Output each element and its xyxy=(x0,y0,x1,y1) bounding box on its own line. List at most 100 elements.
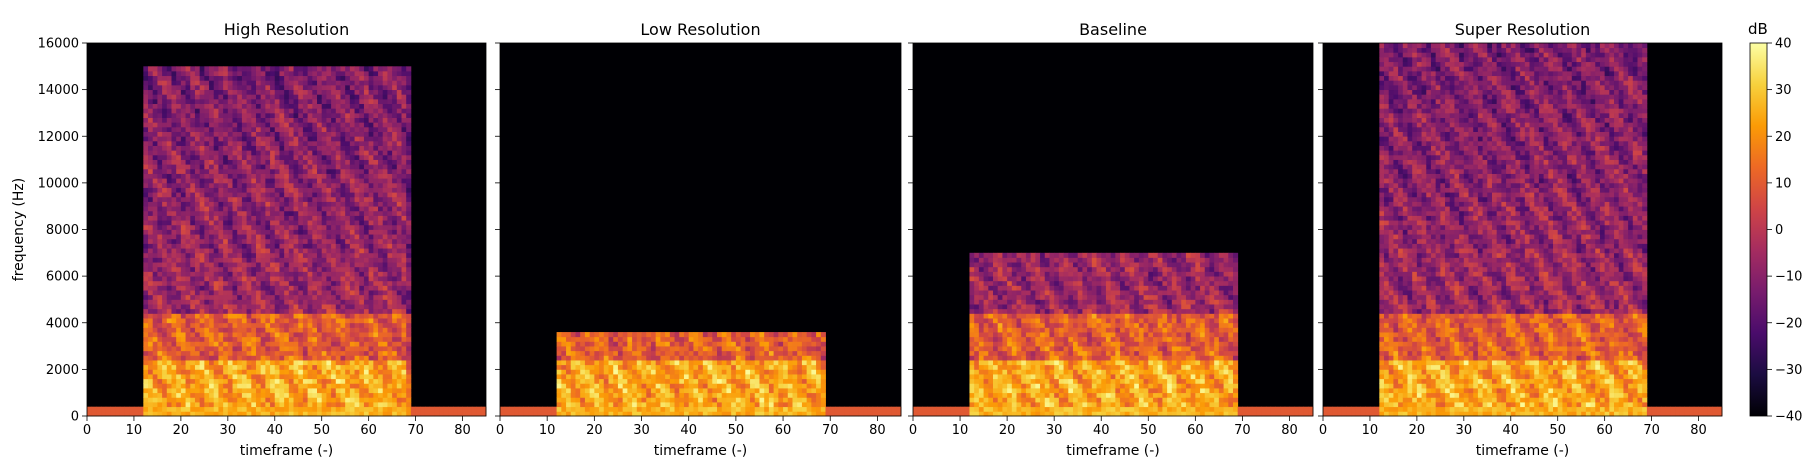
spectrogram-cell xyxy=(171,294,177,300)
spectrogram-cell xyxy=(279,248,285,254)
spectrogram-cell xyxy=(204,238,210,244)
spectrogram-cell xyxy=(255,374,262,380)
spectrogram-cell xyxy=(359,131,365,137)
spectrogram-cell xyxy=(378,378,384,384)
spectrogram-cell xyxy=(288,206,294,212)
spectrogram-cell xyxy=(326,397,332,403)
spectrogram-cell xyxy=(171,336,177,342)
spectrogram-cell xyxy=(223,402,229,408)
spectrogram-cell xyxy=(284,341,290,347)
spectrogram-cell xyxy=(279,252,285,258)
spectrogram-cell xyxy=(152,117,158,123)
spectrogram-cell xyxy=(185,276,191,282)
spectrogram-cell xyxy=(594,341,600,347)
spectrogram-cell xyxy=(166,374,172,380)
spectrogram-cell xyxy=(655,374,661,380)
spectrogram-cell xyxy=(298,402,304,408)
spectrogram-cell xyxy=(288,336,294,342)
spectrogram-cell xyxy=(401,374,407,380)
spectrogram-cell xyxy=(702,388,708,394)
spectrogram-cell xyxy=(176,154,182,160)
spectrogram-cell xyxy=(307,346,313,352)
spectrogram-cell xyxy=(180,94,186,100)
spectrogram-cell xyxy=(152,103,158,109)
spectrogram-cell xyxy=(87,411,93,417)
spectrogram-cell xyxy=(190,80,196,86)
spectrogram-cell xyxy=(209,122,215,128)
spectrogram-cell xyxy=(143,173,149,179)
spectrogram-cell xyxy=(241,84,247,91)
spectrogram-cell xyxy=(683,341,690,347)
spectrogram-cell xyxy=(284,201,290,207)
spectrogram-cell xyxy=(429,411,435,417)
spectrogram-cell xyxy=(209,192,215,198)
spectrogram-cell xyxy=(227,178,233,184)
spectrogram-cell xyxy=(227,360,233,366)
spectrogram-cell xyxy=(349,378,355,384)
spectrogram-cell xyxy=(302,220,309,226)
spectrogram-cell xyxy=(307,238,313,244)
spectrogram-cell xyxy=(392,327,398,333)
spectrogram-cell xyxy=(566,406,572,412)
spectrogram-cell xyxy=(632,341,638,347)
spectrogram-cell xyxy=(218,164,224,170)
spectrogram-cell xyxy=(627,332,633,338)
spectrogram-cell xyxy=(298,234,304,240)
spectrogram-cell xyxy=(204,304,210,310)
spectrogram-cell xyxy=(340,117,346,123)
spectrogram-cell xyxy=(363,383,370,389)
spectrogram-cell xyxy=(180,369,186,375)
spectrogram-cell xyxy=(321,164,327,170)
spectrogram-cell xyxy=(312,313,318,319)
spectrogram-cell xyxy=(241,336,247,342)
spectrogram-cell xyxy=(698,346,704,352)
spectrogram-cell xyxy=(302,252,309,258)
spectrogram-cell xyxy=(185,332,191,338)
spectrogram-cell xyxy=(312,378,318,384)
spectrogram-cell xyxy=(246,304,252,310)
spectrogram-cell xyxy=(246,103,252,109)
spectrogram-cell xyxy=(302,75,309,81)
spectrogram-cell xyxy=(223,98,229,105)
spectrogram-cell xyxy=(171,187,177,193)
spectrogram-cell xyxy=(279,360,285,366)
spectrogram-cell xyxy=(251,299,257,305)
spectrogram-cell xyxy=(288,257,294,263)
spectrogram-cell xyxy=(575,364,581,370)
spectrogram-cell xyxy=(251,341,257,347)
spectrogram-cell xyxy=(288,140,294,146)
spectrogram-cell xyxy=(265,192,271,198)
spectrogram-cell xyxy=(363,285,370,291)
spectrogram-cell xyxy=(265,252,271,258)
spectrogram-cell xyxy=(274,75,280,81)
spectrogram-cell xyxy=(392,215,398,221)
spectrogram-cell xyxy=(331,327,337,333)
spectrogram-cell xyxy=(321,294,327,300)
spectrogram-cell xyxy=(396,150,402,156)
spectrogram-cell xyxy=(166,117,172,123)
spectrogram-cell xyxy=(209,332,215,338)
spectrogram-cell xyxy=(293,402,299,408)
spectrogram-cell xyxy=(148,257,154,263)
spectrogram-cell xyxy=(180,299,186,305)
spectrogram-cell xyxy=(260,201,266,207)
spectrogram-cell xyxy=(157,210,163,216)
spectrogram-cell xyxy=(345,168,351,174)
spectrogram-cell xyxy=(345,182,351,188)
spectrogram-cell xyxy=(396,280,402,286)
spectrogram-cell xyxy=(566,336,572,342)
spectrogram-cell xyxy=(190,150,196,156)
spectrogram-cell xyxy=(368,210,374,216)
spectrogram-cell xyxy=(312,346,318,352)
spectrogram-cell xyxy=(209,215,215,221)
spectrogram-cell xyxy=(622,397,628,403)
spectrogram-cell xyxy=(265,75,271,81)
spectrogram-cell xyxy=(326,350,332,356)
spectrogram-cell xyxy=(396,140,402,146)
spectrogram-cell xyxy=(321,276,327,282)
spectrogram-cell xyxy=(363,341,370,347)
spectrogram-cell xyxy=(194,304,201,310)
spectrogram-cell xyxy=(166,327,172,333)
spectrogram-cell xyxy=(194,229,201,235)
spectrogram-cell xyxy=(115,411,121,417)
